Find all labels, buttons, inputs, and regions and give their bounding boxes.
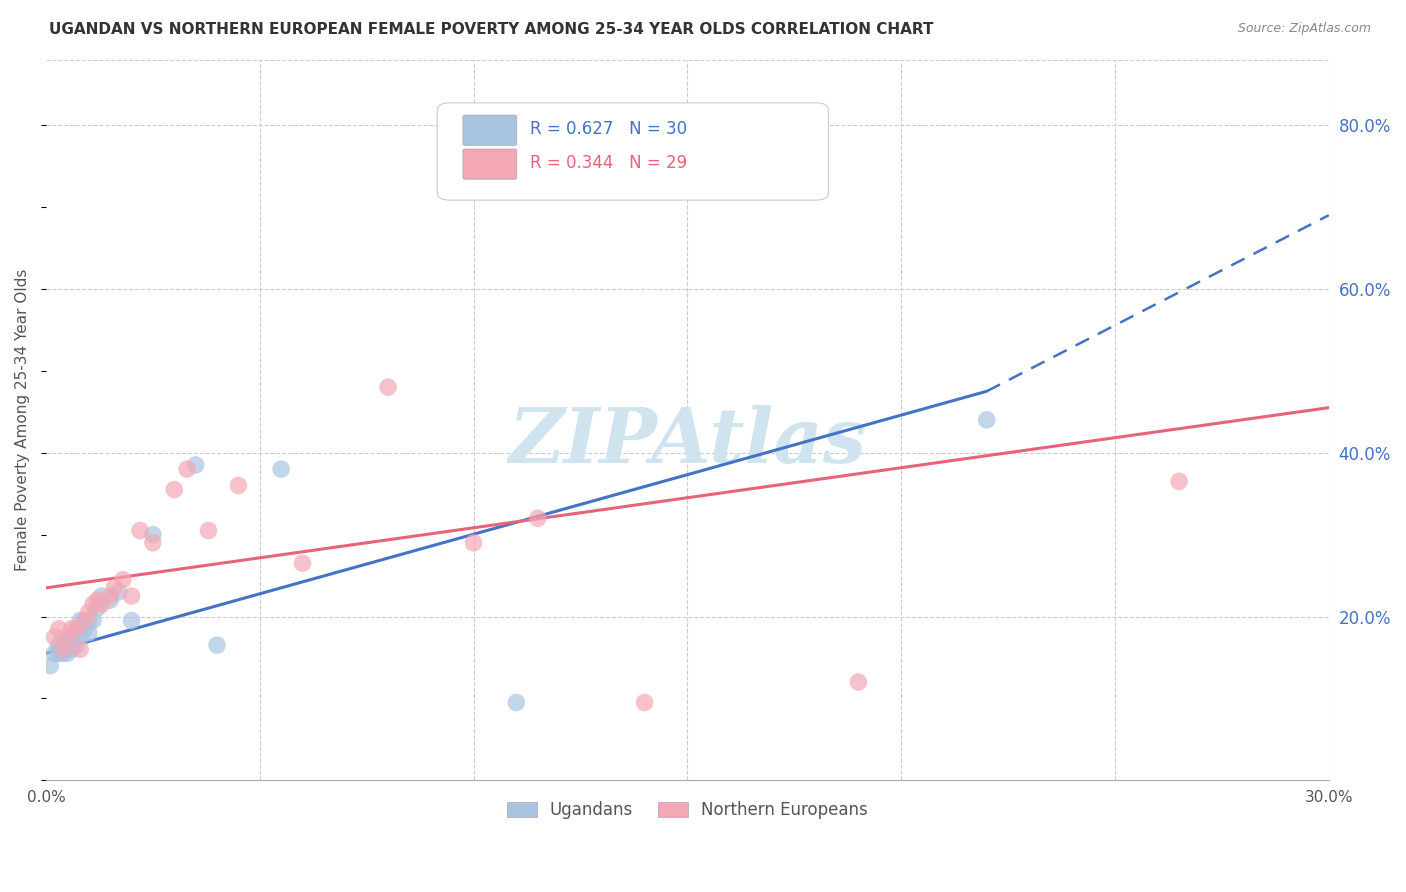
Point [52, 646, 75, 660]
Point [197, 524, 219, 538]
Point [48, 622, 70, 636]
Point [77, 626, 100, 640]
Point [976, 413, 998, 427]
Text: R = 0.627   N = 30: R = 0.627 N = 30 [530, 120, 686, 137]
Point [98, 593, 121, 607]
Point [103, 581, 125, 595]
Point [163, 483, 186, 497]
Point [52, 634, 75, 648]
Point [52, 642, 75, 657]
Point [463, 536, 485, 550]
Point [86, 593, 108, 607]
Legend: Ugandans, Northern Europeans: Ugandans, Northern Europeans [501, 795, 875, 826]
Point [505, 696, 527, 710]
Point [228, 478, 250, 492]
Point [65, 622, 87, 636]
Point [44, 630, 66, 644]
Point [111, 573, 134, 587]
Point [65, 638, 87, 652]
Point [142, 536, 165, 550]
Point [73, 614, 96, 628]
Point [526, 511, 548, 525]
Point [633, 696, 655, 710]
Text: UGANDAN VS NORTHERN EUROPEAN FEMALE POVERTY AMONG 25-34 YEAR OLDS CORRELATION CH: UGANDAN VS NORTHERN EUROPEAN FEMALE POVE… [49, 22, 934, 37]
Point [82, 597, 104, 611]
Point [377, 380, 399, 394]
Point [107, 585, 129, 599]
Point [48, 638, 70, 652]
Point [77, 614, 100, 628]
Point [129, 524, 152, 538]
Point [121, 589, 143, 603]
Point [848, 675, 870, 690]
Point [121, 614, 143, 628]
Y-axis label: Female Poverty Among 25-34 Year Olds: Female Poverty Among 25-34 Year Olds [15, 268, 30, 571]
Point [48, 646, 70, 660]
Point [90, 597, 112, 611]
Point [69, 630, 91, 644]
Text: Source: ZipAtlas.com: Source: ZipAtlas.com [1237, 22, 1371, 36]
Point [65, 626, 87, 640]
Point [270, 462, 292, 476]
Point [73, 614, 96, 628]
Point [69, 614, 91, 628]
Point [60, 642, 83, 657]
Point [73, 622, 96, 636]
Point [90, 589, 112, 603]
Text: ZIPAtlas: ZIPAtlas [509, 405, 866, 479]
Point [69, 642, 91, 657]
Point [86, 601, 108, 615]
Point [44, 646, 66, 660]
Point [1168, 475, 1191, 489]
FancyBboxPatch shape [437, 103, 828, 200]
Text: R = 0.344   N = 29: R = 0.344 N = 29 [530, 153, 686, 171]
Point [291, 556, 314, 570]
Point [184, 458, 207, 472]
Point [82, 614, 104, 628]
Point [39, 658, 62, 673]
Point [205, 638, 228, 652]
FancyBboxPatch shape [463, 149, 517, 179]
FancyBboxPatch shape [463, 115, 517, 145]
Point [142, 527, 165, 541]
Point [60, 630, 83, 644]
Point [176, 462, 198, 476]
Point [56, 634, 79, 648]
Point [56, 630, 79, 644]
Point [56, 646, 79, 660]
Point [60, 622, 83, 636]
Point [77, 606, 100, 620]
Point [98, 589, 121, 603]
